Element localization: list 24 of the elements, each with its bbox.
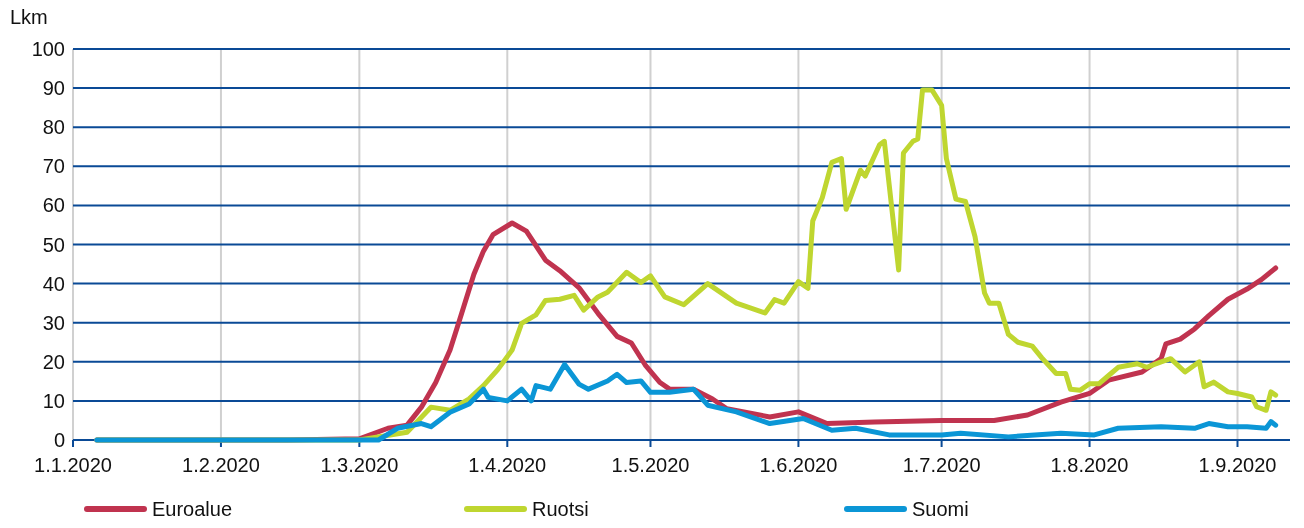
y-tick-label: 30 (42, 311, 65, 334)
y-tick-label: 0 (53, 429, 65, 451)
x-tick-label: 1.9.2020 (1198, 454, 1277, 476)
y-tick-label: 60 (42, 194, 65, 217)
y-tick-label: 90 (42, 77, 65, 100)
legend-label: Suomi (912, 498, 969, 520)
x-tick-label: 1.2.2020 (182, 454, 260, 476)
y-tick-label: 10 (42, 389, 65, 412)
legend-label: Ruotsi (532, 498, 589, 520)
x-tick-label: 1.3.2020 (320, 454, 399, 476)
y-tick-label: 80 (42, 116, 65, 139)
x-tick-label: 1.1.2020 (34, 454, 112, 476)
x-tick-label: 1.4.2020 (468, 454, 547, 476)
y-tick-label: 100 (31, 38, 65, 60)
y-tick-label: 40 (42, 272, 65, 295)
y-tick-label: 50 (42, 233, 65, 256)
x-tick-label: 1.6.2020 (759, 454, 838, 476)
x-tick-label: 1.5.2020 (611, 454, 690, 476)
y-tick-label: 20 (42, 350, 65, 373)
x-tick-label: 1.7.2020 (902, 454, 981, 476)
y-axis-title: Lkm (10, 6, 48, 28)
legend-label: Euroalue (152, 498, 233, 520)
y-tick-label: 70 (42, 155, 65, 178)
x-tick-label: 1.8.2020 (1050, 454, 1129, 476)
